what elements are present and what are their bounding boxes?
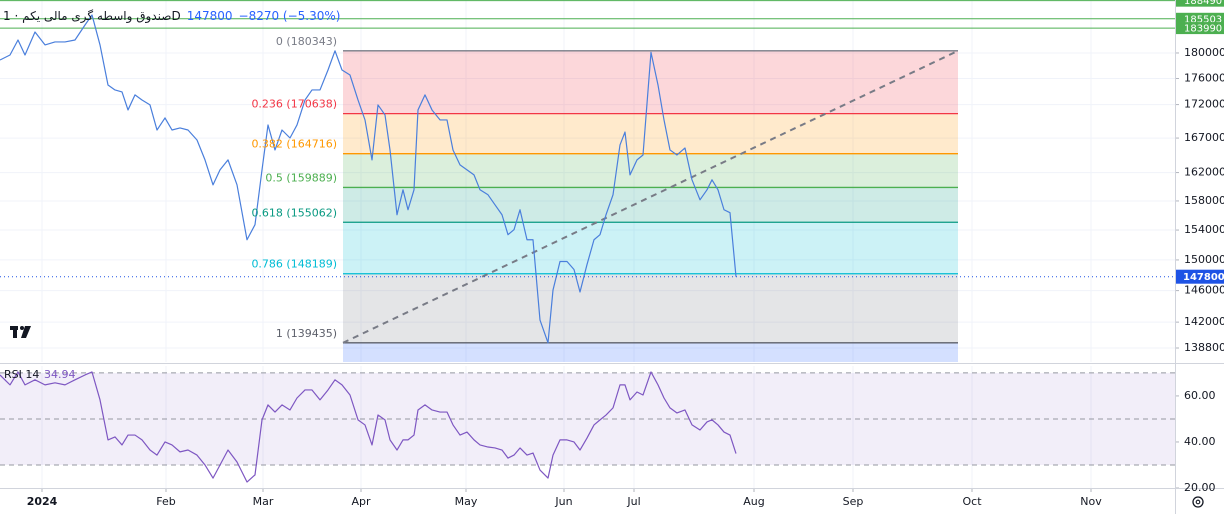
fib-label: 0.236 (170638) xyxy=(251,98,337,111)
y-tick-label: 176000 xyxy=(1184,71,1224,84)
rsi-title: RSI 14 xyxy=(4,368,39,381)
fib-layer xyxy=(342,49,959,362)
y-tick-label: 158000 xyxy=(1184,194,1224,207)
y-tick-label: 40.00 xyxy=(1184,435,1216,448)
y-tick-label: 146000 xyxy=(1184,284,1224,297)
labels-layer: RSI 14 34.94 180000 176000 172000 167000 162… xyxy=(4,0,1224,508)
fib-label: 0.618 (155062) xyxy=(251,206,337,219)
fib-band xyxy=(343,273,958,343)
header: صندوق واسطه گری مالی یکم · 1D 147800 −8270… xyxy=(3,9,346,23)
price-line xyxy=(0,371,737,483)
logo-part xyxy=(21,326,31,338)
last-price-tag xyxy=(1176,269,1224,284)
y-tick-label: 142000 xyxy=(1184,315,1224,328)
last-price-label: 147800 xyxy=(1183,272,1224,283)
x-tick-label: Jul xyxy=(626,495,640,508)
x-tick-label: Mar xyxy=(253,495,274,508)
y-tick-label: 150000 xyxy=(1184,253,1224,266)
logo-part xyxy=(20,326,24,330)
grid-layer xyxy=(0,0,1179,492)
x-tick-label: May xyxy=(455,495,478,508)
x-tick-label: Feb xyxy=(156,495,175,508)
y-tick-label: 154000 xyxy=(1184,223,1224,236)
settings-button[interactable] xyxy=(1192,496,1204,508)
y-tick-label: 167000 xyxy=(1184,131,1224,144)
x-tick-label: Sep xyxy=(843,495,864,508)
price-level-tag xyxy=(1176,0,1224,7)
gear-icon xyxy=(1192,496,1204,508)
fib-label: 0.5 (159889) xyxy=(265,171,337,184)
y-tick-label: 138800 xyxy=(1184,341,1224,354)
trend-line xyxy=(342,49,959,344)
fib-label: 0 (180343) xyxy=(276,35,337,48)
fib-band xyxy=(343,222,958,274)
price-level-label: 185503 xyxy=(1184,14,1222,25)
price-level-tag xyxy=(1176,12,1224,25)
fib-band xyxy=(343,342,958,362)
price-level-tag xyxy=(1176,22,1224,35)
marks-layer xyxy=(0,0,1175,483)
price-line xyxy=(0,14,737,344)
y-tick-label: 60.00 xyxy=(1184,389,1216,402)
gear-hole xyxy=(1195,499,1201,505)
x-tick-label: Apr xyxy=(351,495,371,508)
price-level-label: 183990 xyxy=(1184,24,1222,35)
fib-band xyxy=(343,113,958,154)
x-tick-label: Jun xyxy=(554,495,572,508)
fib-label: 0.382 (164716) xyxy=(251,138,337,151)
x-tick-label: 2024 xyxy=(27,495,58,508)
y-tick-label: 20.00 xyxy=(1184,481,1216,494)
symbol-title: صندوق واسطه گری مالی یکم · 1D xyxy=(3,9,181,23)
last-price: 147800 xyxy=(186,9,233,23)
y-tick-label: 162000 xyxy=(1184,166,1224,179)
price-change: −8270 (−5.30%) xyxy=(238,9,341,23)
x-tick-label: Oct xyxy=(962,495,982,508)
rsi-value: 34.94 xyxy=(44,368,76,381)
fib-band xyxy=(343,153,958,188)
tv-logo[interactable] xyxy=(10,326,31,338)
price-level-label: 188490 xyxy=(1184,0,1222,7)
fib-band xyxy=(343,187,958,223)
logo-part xyxy=(13,326,17,338)
x-tick-label: Aug xyxy=(743,495,764,508)
y-tick-label: 180000 xyxy=(1184,46,1224,59)
fib-label: 0.786 (148189) xyxy=(251,258,337,271)
x-tick-label: Nov xyxy=(1080,495,1102,508)
fib-label: 1 (139435) xyxy=(276,327,337,340)
y-tick-label: 172000 xyxy=(1184,98,1224,111)
